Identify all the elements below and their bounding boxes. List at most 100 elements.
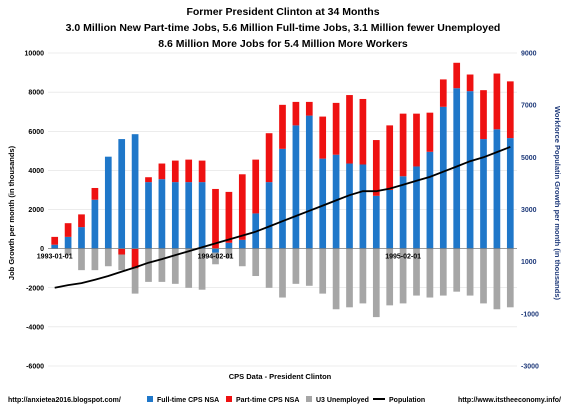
bar-parttime	[413, 113, 420, 167]
bar-parttime	[346, 95, 353, 164]
bar-unemployed	[292, 248, 300, 284]
bar-parttime	[185, 159, 193, 183]
bar-unemployed	[439, 248, 447, 296]
bar-fulltime	[158, 179, 166, 249]
bar-fulltime	[91, 199, 99, 249]
y-tick-label-7: 8000	[28, 90, 44, 97]
bar-fulltime	[319, 158, 327, 249]
bar-unemployed	[78, 248, 85, 271]
bar-fulltime	[171, 182, 179, 249]
legend-swatch-parttime	[226, 396, 232, 402]
bar-parttime	[439, 79, 447, 107]
bar-unemployed	[64, 248, 72, 256]
legend: Full-time CPS NSA Part-time CPS NSA U3 U…	[147, 396, 425, 404]
bar-unemployed	[319, 248, 327, 294]
bar-parttime	[212, 188, 219, 249]
bar-parttime	[118, 248, 126, 255]
bar-parttime	[359, 98, 367, 165]
y-tick-label-8: 10000	[25, 51, 45, 58]
legend-label-unemployed: U3 Unemployed	[316, 397, 369, 404]
x-date-label-1: 1994-02-01	[198, 254, 234, 261]
bar-fulltime	[265, 182, 273, 249]
bar-fulltime	[198, 182, 206, 249]
bar-parttime	[279, 104, 286, 149]
bar-parttime	[453, 62, 461, 89]
bar-unemployed	[453, 248, 461, 292]
x-date-label-2: 1995-02-01	[385, 254, 421, 261]
bar-parttime	[51, 236, 59, 245]
right-axis-ticks: -3000 -1000 1000 3000 5000 7000 9000	[521, 51, 539, 371]
legend-swatch-unemployed	[306, 396, 312, 402]
bar-unemployed	[91, 248, 99, 271]
bar-unemployed	[171, 248, 179, 284]
bar-unemployed	[104, 248, 112, 267]
x-axis-label: CPS Data - President Clinton	[229, 372, 332, 381]
bar-unemployed	[480, 248, 487, 304]
bar-unemployed	[372, 248, 380, 318]
y-right-tick-label-6: 9000	[521, 51, 537, 58]
bar-unemployed	[506, 248, 514, 308]
bar-unemployed	[265, 248, 273, 288]
bar-fulltime	[305, 115, 313, 249]
bar-unemployed	[359, 248, 367, 304]
legend-label-population: Population	[389, 397, 425, 404]
bar-parttime	[171, 160, 179, 183]
population-line	[54, 146, 511, 289]
bar-parttime	[131, 248, 139, 269]
y-tick-label-3: 0	[40, 246, 44, 253]
bar-fulltime	[118, 139, 126, 249]
bar-fulltime	[225, 242, 233, 249]
bar-parttime	[493, 73, 501, 130]
bar-fulltime	[104, 156, 112, 249]
bar-unemployed	[252, 248, 260, 277]
x-date-label-0: 1993-01-01	[37, 254, 73, 261]
bar-fulltime	[64, 236, 72, 249]
legend-label-parttime: Part-time CPS NSA	[236, 397, 299, 404]
bar-parttime	[225, 191, 233, 243]
bar-fulltime	[78, 227, 85, 249]
footer-right-url: http://www.itstheeconomy.info/	[458, 397, 561, 404]
bar-parttime	[238, 174, 246, 240]
bar-fulltime	[185, 182, 193, 249]
date-labels: 1993-01-01 1994-02-01 1995-02-01	[37, 254, 421, 261]
y-tick-label-4: 2000	[28, 207, 44, 214]
left-axis-ticks: -6000 -4000 -2000 0 2000 4000 6000 8000 10000	[25, 51, 45, 371]
bar-parttime	[91, 187, 99, 200]
chart-title-line-1: Former President Clinton at 34 Months	[186, 6, 379, 18]
y-right-tick-label-3: 3000	[521, 207, 537, 214]
bar-fulltime	[332, 154, 340, 249]
bar-unemployed	[198, 248, 206, 290]
bar-fulltime	[453, 88, 461, 249]
bar-unemployed	[185, 248, 193, 288]
bar-unemployed	[346, 248, 353, 308]
bar-unemployed	[413, 248, 420, 296]
bar-unemployed	[426, 248, 434, 298]
bar-parttime	[386, 125, 394, 190]
y-tick-label-6: 6000	[28, 129, 44, 136]
bar-unemployed	[131, 248, 139, 294]
bar-unemployed	[399, 248, 407, 304]
bar-parttime	[265, 133, 273, 183]
bar-unemployed	[493, 248, 501, 310]
bar-parttime	[64, 223, 72, 237]
bar-fulltime	[413, 166, 420, 249]
bar-parttime	[372, 140, 380, 196]
bar-fulltime	[372, 195, 380, 249]
bar-unemployed	[145, 248, 152, 282]
bar-unemployed	[305, 248, 313, 286]
population-series	[54, 146, 511, 289]
bar-fulltime	[292, 125, 300, 249]
bar-fulltime	[212, 248, 219, 253]
y-tick-label-1: -4000	[26, 324, 44, 331]
legend-label-fulltime: Full-time CPS NSA	[157, 397, 219, 404]
bar-parttime	[158, 163, 166, 180]
bar-parttime	[480, 90, 487, 140]
y-axis-label: Job Growth per month (in thousands)	[7, 145, 16, 280]
bar-fulltime	[506, 138, 514, 249]
y-tick-label-0: -6000	[26, 364, 44, 371]
bar-fulltime	[426, 151, 434, 249]
bar-unemployed	[118, 248, 126, 271]
bar-parttime	[198, 160, 206, 183]
bar-parttime	[506, 81, 514, 139]
y-right-tick-label-4: 5000	[521, 155, 537, 162]
